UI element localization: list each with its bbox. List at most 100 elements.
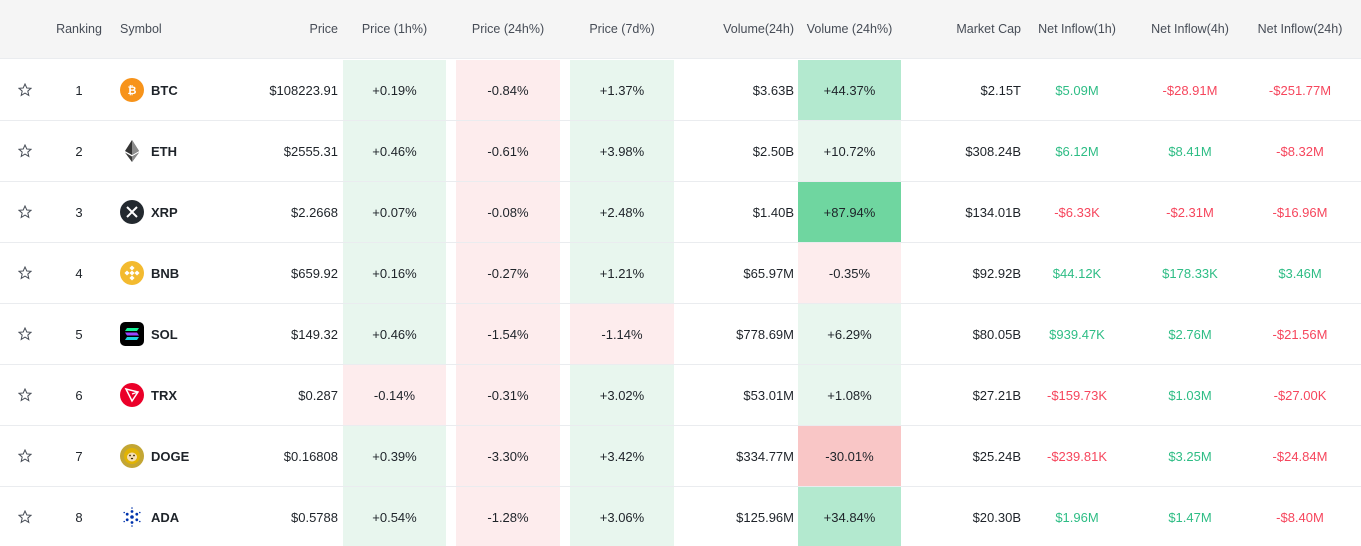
favorite-star-icon[interactable] xyxy=(14,487,36,546)
symbol-cell[interactable]: ADA xyxy=(120,487,220,546)
price-7d-cell: +1.37% xyxy=(570,60,674,120)
table-row[interactable]: 7 DOGE $0.16808 +0.39% -3.30% +3.42% $33… xyxy=(0,426,1361,487)
trx-icon xyxy=(120,383,151,407)
net-inflow-24h-cell: -$16.96M xyxy=(1272,204,1328,220)
volume-24h-pct-cell: +34.84% xyxy=(798,487,901,546)
net-inflow-1h-cell: $5.09M xyxy=(1055,82,1099,98)
price-7d-cell: +1.21% xyxy=(570,243,674,303)
svg-text:₿: ₿ xyxy=(128,84,137,97)
doge-icon xyxy=(120,444,151,468)
net-inflow-4h-cell: $1.03M xyxy=(1168,387,1212,403)
volume-24h-cell: $53.01M xyxy=(743,387,794,403)
favorite-star-icon[interactable] xyxy=(14,365,36,425)
price-7d-cell: +3.02% xyxy=(570,365,674,425)
price-24h-cell: -3.30% xyxy=(456,426,560,486)
col-ranking-header[interactable]: Ranking xyxy=(56,22,102,36)
volume-24h-pct-cell: +1.08% xyxy=(798,365,901,425)
symbol-cell[interactable]: DOGE xyxy=(120,426,220,486)
net-inflow-24h-cell: -$24.84M xyxy=(1272,448,1328,464)
favorite-star-icon[interactable] xyxy=(14,304,36,364)
col-market-cap-header[interactable]: Market Cap xyxy=(956,22,1021,36)
net-inflow-1h-cell: -$239.81K xyxy=(1047,448,1107,464)
bnb-icon xyxy=(120,261,151,285)
rank-cell: 1 xyxy=(75,82,83,98)
symbol-label: ETH xyxy=(151,143,177,159)
price-1h-cell: +0.07% xyxy=(343,182,446,242)
market-cap-cell: $2.15T xyxy=(980,82,1021,98)
volume-24h-cell: $125.96M xyxy=(736,509,794,525)
market-cap-cell: $134.01B xyxy=(965,204,1021,220)
rank-cell: 8 xyxy=(75,509,83,525)
price-cell: $108223.91 xyxy=(269,82,338,98)
favorite-star-icon[interactable] xyxy=(14,121,36,181)
symbol-label: DOGE xyxy=(151,448,190,464)
price-24h-cell: -0.08% xyxy=(456,182,560,242)
col-volume-24h-pct-header[interactable]: Volume (24h%) xyxy=(806,22,893,36)
col-volume-24h-header[interactable]: Volume(24h) xyxy=(723,22,794,36)
table-row[interactable]: 3 XRP $2.2668 +0.07% -0.08% +2.48% $1.40… xyxy=(0,182,1361,243)
price-cell: $659.92 xyxy=(291,265,338,281)
symbol-cell[interactable]: XRP xyxy=(120,182,220,242)
price-cell: $149.32 xyxy=(291,326,338,342)
favorite-star-icon[interactable] xyxy=(14,60,36,120)
table-row[interactable]: 6 TRX $0.287 -0.14% -0.31% +3.02% $53.01… xyxy=(0,365,1361,426)
price-7d-cell: +3.98% xyxy=(570,121,674,181)
col-price-1h-header[interactable]: Price (1h%) xyxy=(361,22,428,36)
price-24h-cell: -1.54% xyxy=(456,304,560,364)
net-inflow-4h-cell: $2.76M xyxy=(1168,326,1212,342)
volume-24h-cell: $1.40B xyxy=(752,204,794,220)
volume-24h-cell: $334.77M xyxy=(736,448,794,464)
volume-24h-cell: $3.63B xyxy=(752,82,794,98)
market-cap-cell: $20.30B xyxy=(972,509,1021,525)
net-inflow-4h-cell: -$2.31M xyxy=(1166,204,1214,220)
col-price-7d-header[interactable]: Price (7d%) xyxy=(589,22,655,36)
rank-cell: 2 xyxy=(75,143,83,159)
favorite-star-icon[interactable] xyxy=(14,182,36,242)
btc-icon: ₿ xyxy=(120,78,151,102)
net-inflow-4h-cell: $1.47M xyxy=(1168,509,1212,525)
col-symbol-header[interactable]: Symbol xyxy=(120,22,162,36)
rank-cell: 5 xyxy=(75,326,83,342)
price-1h-cell: +0.16% xyxy=(343,243,446,303)
symbol-cell[interactable]: ₿ BTC xyxy=(120,60,220,120)
col-price-header[interactable]: Price xyxy=(309,22,338,36)
col-net-inflow-4h-header[interactable]: Net Inflow(4h) xyxy=(1151,22,1229,36)
net-inflow-1h-cell: -$6.33K xyxy=(1054,204,1100,220)
symbol-label: TRX xyxy=(151,387,177,403)
col-net-inflow-1h-header[interactable]: Net Inflow(1h) xyxy=(1038,22,1116,36)
symbol-cell[interactable]: ETH xyxy=(120,121,220,181)
net-inflow-4h-cell: $178.33K xyxy=(1162,265,1218,281)
price-24h-cell: -0.61% xyxy=(456,121,560,181)
price-cell: $2555.31 xyxy=(283,143,338,159)
table-row[interactable]: 5 SOL $149.32 +0.46% -1.54% -1.14% $778.… xyxy=(0,304,1361,365)
net-inflow-1h-cell: $6.12M xyxy=(1055,143,1099,159)
table-row[interactable]: 8 ADA $0.5788 +0.54% -1.28% +3.06% $125.… xyxy=(0,487,1361,546)
net-inflow-1h-cell: $1.96M xyxy=(1055,509,1099,525)
price-7d-cell: +3.06% xyxy=(570,487,674,546)
market-cap-cell: $92.92B xyxy=(972,265,1021,281)
col-net-inflow-24h-header[interactable]: Net Inflow(24h) xyxy=(1257,22,1343,36)
volume-24h-pct-cell: -0.35% xyxy=(798,243,901,303)
market-cap-cell: $27.21B xyxy=(972,387,1021,403)
price-1h-cell: +0.19% xyxy=(343,60,446,120)
favorite-star-icon[interactable] xyxy=(14,426,36,486)
price-7d-cell: +3.42% xyxy=(570,426,674,486)
rank-cell: 3 xyxy=(75,204,83,220)
volume-24h-cell: $778.69M xyxy=(736,326,794,342)
symbol-label: BTC xyxy=(151,82,178,98)
price-7d-cell: -1.14% xyxy=(570,304,674,364)
price-24h-cell: -0.27% xyxy=(456,243,560,303)
symbol-cell[interactable]: BNB xyxy=(120,243,220,303)
eth-icon xyxy=(120,139,151,163)
symbol-label: BNB xyxy=(151,265,180,281)
table-row[interactable]: 1 ₿ BTC $108223.91 +0.19% -0.84% +1.37% … xyxy=(0,60,1361,121)
market-cap-cell: $80.05B xyxy=(972,326,1021,342)
favorite-star-icon[interactable] xyxy=(14,243,36,303)
symbol-cell[interactable]: SOL xyxy=(120,304,220,364)
col-price-24h-header[interactable]: Price (24h%) xyxy=(471,22,545,36)
table-row[interactable]: 2 ETH $2555.31 +0.46% -0.61% +3.98% $2.5… xyxy=(0,121,1361,182)
symbol-cell[interactable]: TRX xyxy=(120,365,220,425)
price-24h-cell: -0.84% xyxy=(456,60,560,120)
market-cap-cell: $308.24B xyxy=(965,143,1021,159)
table-row[interactable]: 4 BNB $659.92 +0.16% -0.27% +1.21% $65.9… xyxy=(0,243,1361,304)
